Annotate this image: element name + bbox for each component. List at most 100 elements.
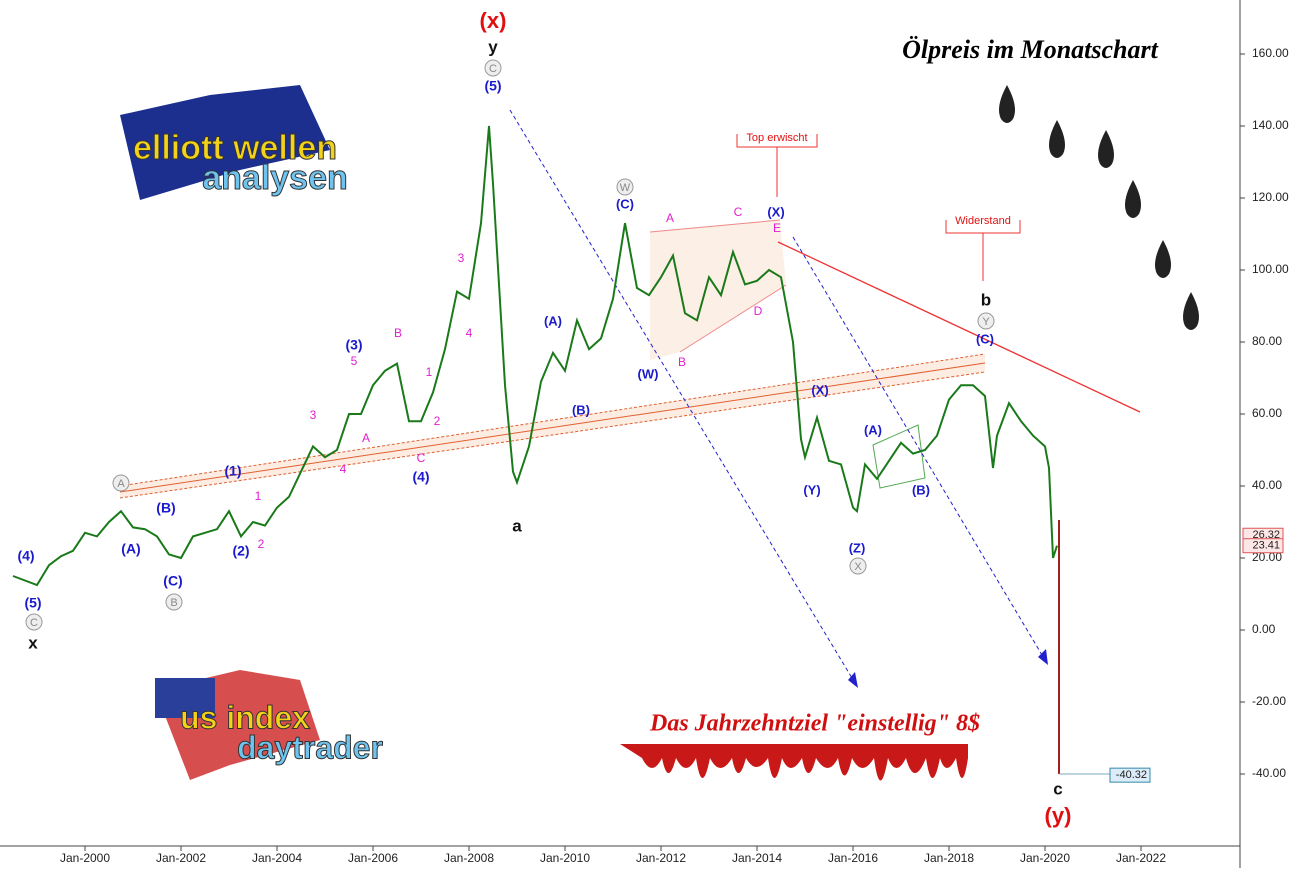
circled-label: W xyxy=(620,182,631,194)
x-tick-label: Jan-2014 xyxy=(732,851,782,865)
sub-wave-label: B xyxy=(394,326,402,340)
x-tick-label: Jan-2002 xyxy=(156,851,206,865)
logo-ew: elliott wellen analysen xyxy=(120,85,348,200)
wave-label: (A) xyxy=(544,313,562,328)
sub-wave-label: 2 xyxy=(434,414,441,428)
y-tick-label: 160.00 xyxy=(1252,46,1289,60)
flag-shape xyxy=(155,678,215,718)
wave-label: (Y) xyxy=(803,482,820,497)
sub-wave-label: A xyxy=(666,211,674,225)
y-tick-label: 140.00 xyxy=(1252,118,1289,132)
logo-text: analysen xyxy=(202,159,348,197)
triangle-line xyxy=(649,219,781,233)
y-tick-label: 0.00 xyxy=(1252,622,1276,636)
price-label: 26.32 xyxy=(1252,529,1280,541)
subtitle: Das Jahrzehntziel "einstellig" 8$ xyxy=(649,711,980,737)
y-tick-label: 40.00 xyxy=(1252,478,1282,492)
price-line xyxy=(12,125,1058,587)
wave-label: (C) xyxy=(163,573,182,589)
drop xyxy=(999,85,1015,123)
flag-shape xyxy=(120,85,330,200)
circled-label: A xyxy=(117,478,125,490)
channel-line xyxy=(119,353,986,487)
x-tick-label: Jan-2020 xyxy=(1020,851,1070,865)
arrow-head xyxy=(848,672,858,688)
sub-wave-label: 4 xyxy=(340,462,347,476)
y-tick-label: 20.00 xyxy=(1252,550,1282,564)
wave-label: (4) xyxy=(412,469,429,485)
wave-label: (B) xyxy=(156,500,175,516)
channel xyxy=(120,354,985,498)
wave-label: b xyxy=(981,290,991,309)
wave-label: (A) xyxy=(864,422,882,437)
label-circle xyxy=(484,59,502,77)
logo-text: elliott wellen xyxy=(133,129,337,167)
wave-label: (B) xyxy=(912,482,930,497)
sub-wave-label: B xyxy=(678,355,686,369)
wave-label: a xyxy=(512,516,522,535)
circled-label: X xyxy=(854,561,862,573)
sub-wave-label: 3 xyxy=(458,251,465,265)
arrow-head xyxy=(1038,649,1048,665)
flag xyxy=(872,424,926,489)
wave-label: (C) xyxy=(616,196,634,211)
wave-label: (x) xyxy=(480,8,507,33)
label-circle xyxy=(165,593,183,611)
wave-label: c xyxy=(1053,779,1062,798)
sub-wave-label: 3 xyxy=(310,408,317,422)
wave-label: x xyxy=(28,633,38,652)
logo-text: daytrader xyxy=(237,729,383,765)
circled-label: B xyxy=(170,597,177,609)
price-label: -40.32 xyxy=(1116,769,1147,781)
y-tick-label: 60.00 xyxy=(1252,406,1282,420)
wave-label: (5) xyxy=(484,78,501,94)
label-circle xyxy=(977,312,995,330)
y-tick-label: -40.00 xyxy=(1252,766,1286,780)
sub-wave-label: 1 xyxy=(255,489,262,503)
wave-label: (X) xyxy=(767,204,784,219)
drop xyxy=(1125,180,1141,218)
logo-us: us index daytrader xyxy=(155,670,383,780)
label-circle xyxy=(112,474,130,492)
x-tick-label: Jan-2008 xyxy=(444,851,494,865)
channel-line xyxy=(119,362,986,493)
y-tick-label: 80.00 xyxy=(1252,334,1282,348)
wave-label: y xyxy=(488,37,498,56)
drop xyxy=(1155,240,1171,278)
x-tick-label: Jan-2006 xyxy=(348,851,398,865)
y-tick-label: -20.00 xyxy=(1252,694,1286,708)
sub-wave-label: C xyxy=(417,451,426,465)
label-circle xyxy=(616,178,634,196)
price-label-box xyxy=(1109,767,1151,783)
wave-label: (2) xyxy=(232,543,249,559)
sub-wave-label: 2 xyxy=(258,537,265,551)
x-tick-label: Jan-2022 xyxy=(1116,851,1166,865)
chart-title: Ölpreis im Monatschart xyxy=(902,35,1158,64)
x-tick-label: Jan-2004 xyxy=(252,851,302,865)
oil-drops xyxy=(999,85,1199,330)
wave-label: (W) xyxy=(638,366,659,381)
channel-line xyxy=(119,371,986,499)
blood-banner xyxy=(620,744,968,781)
sub-wave-label: 4 xyxy=(466,326,473,340)
label-circle xyxy=(25,613,43,631)
x-tick-label: Jan-2012 xyxy=(636,851,686,865)
wave-label: (A) xyxy=(121,541,140,557)
callout: Top erwischt xyxy=(746,132,807,144)
callout: Widerstand xyxy=(955,215,1011,227)
wave-label: (4) xyxy=(17,548,34,564)
bracket xyxy=(736,134,1021,281)
x-tick-label: Jan-2000 xyxy=(60,851,110,865)
wave-label: (5) xyxy=(24,595,41,611)
price-label: 23.41 xyxy=(1252,540,1280,552)
sub-wave-label: C xyxy=(734,205,743,219)
y-tick-label: 120.00 xyxy=(1252,190,1289,204)
x-tick-label: Jan-2018 xyxy=(924,851,974,865)
sub-wave-label: E xyxy=(773,221,781,235)
wave-label: (B) xyxy=(572,402,590,417)
x-tick-label: Jan-2010 xyxy=(540,851,590,865)
trend-line xyxy=(777,241,1141,413)
x-tick-label: Jan-2016 xyxy=(828,851,878,865)
drop xyxy=(1098,130,1114,168)
